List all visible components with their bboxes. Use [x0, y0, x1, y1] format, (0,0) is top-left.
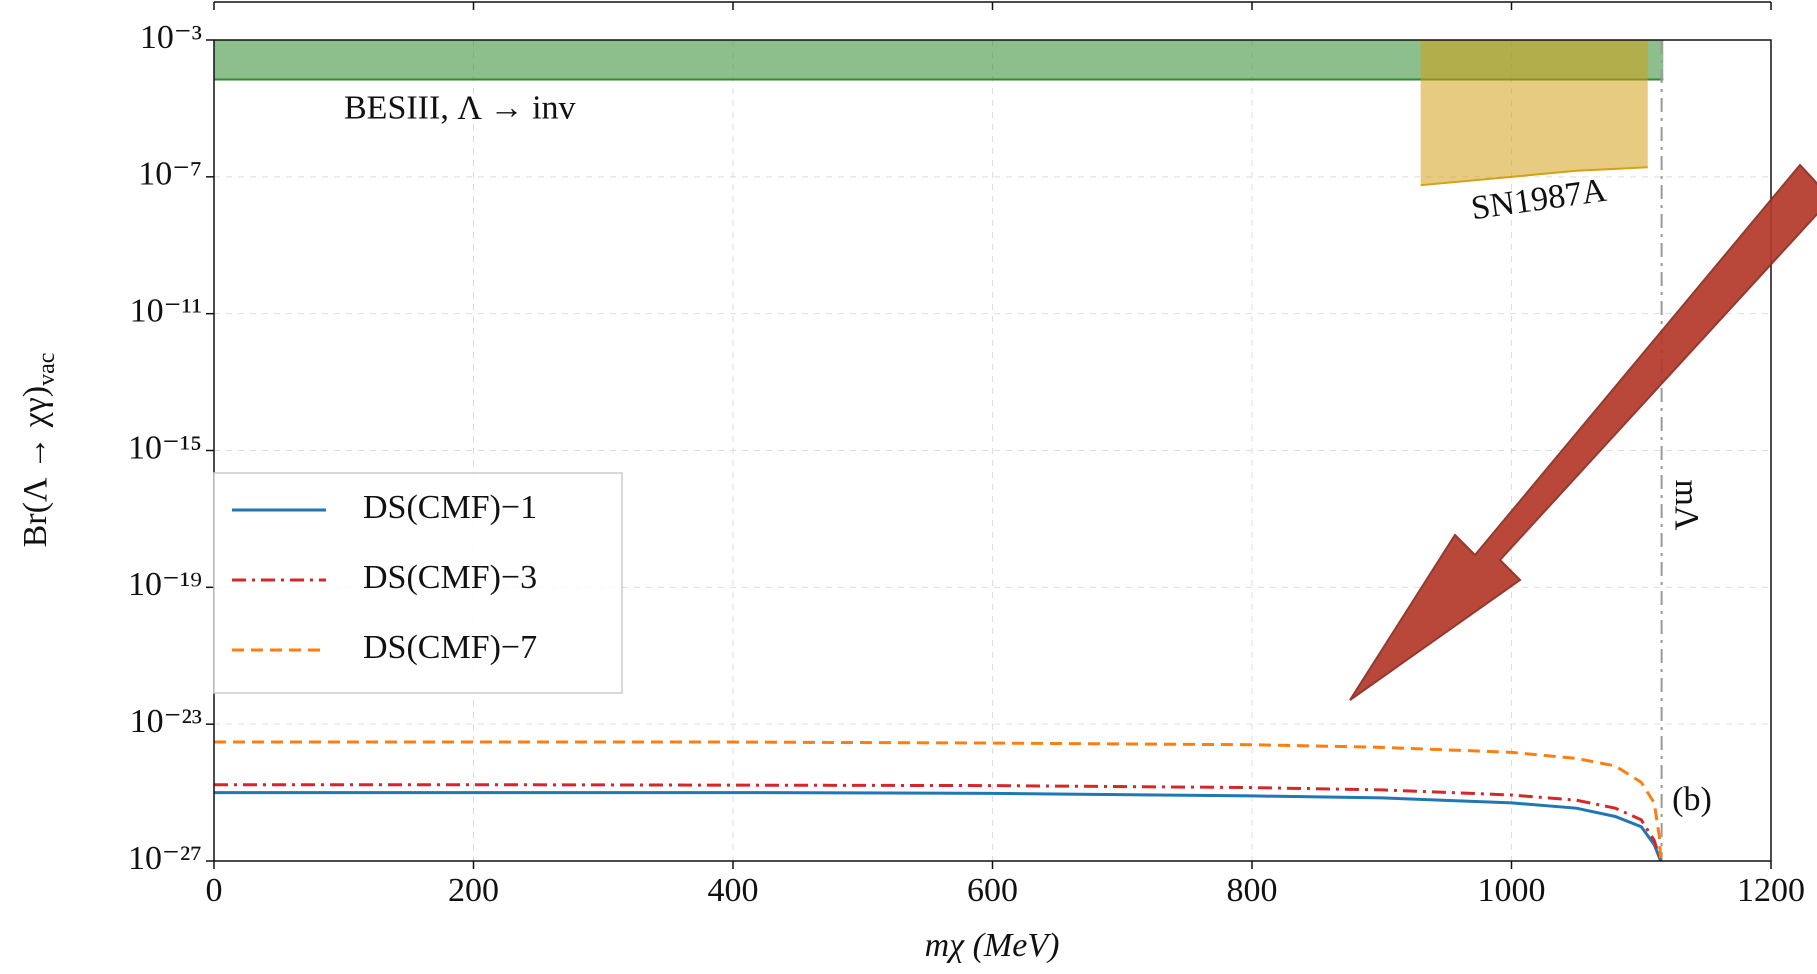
band	[214, 40, 1664, 80]
reference-label: mΛ	[1668, 479, 1705, 530]
x-tick-label: 1200	[1737, 872, 1805, 909]
plot-frame	[213, 39, 1772, 862]
plot-area: 10⁻³ 10⁻⁷ 10⁻¹¹ 10⁻¹⁵ 10⁻¹⁹ 10⁻²³ 10⁻²⁷0 200 400…	[128, 2, 1805, 909]
y-tick-label: 10⁻⁷	[138, 156, 202, 193]
legend-label: DS(CMF)−7	[363, 629, 537, 666]
x-tick-label: 0	[206, 872, 223, 909]
band-edge	[1420, 166, 1648, 187]
y-tick-label: 10⁻¹⁵	[128, 429, 202, 466]
annotation-arrow	[1349, 163, 1817, 701]
band-label: SN1987A	[1469, 172, 1609, 228]
x-axis-label: mχ (MeV)	[925, 927, 1060, 964]
y-axis-label: Br(Λ → χγ)vac	[17, 353, 60, 548]
legend-label: DS(CMF)−3	[363, 559, 537, 596]
x-tick-label: 1000	[1478, 872, 1546, 909]
band-label: BESIII, Λ → inv	[344, 89, 576, 126]
x-tick-label: 800	[1227, 872, 1278, 909]
y-tick-label: 10⁻²⁷	[128, 840, 202, 877]
y-tick-label: 10⁻³	[140, 19, 202, 56]
y-tick-label: 10⁻²³	[130, 703, 202, 740]
series-line	[214, 791, 1663, 862]
series-line	[214, 740, 1663, 862]
band	[1420, 40, 1648, 186]
y-tick-label: 10⁻¹⁹	[128, 566, 202, 603]
x-tick-label: 200	[448, 872, 499, 909]
y-axis-label-subscript: vac	[34, 353, 60, 386]
x-tick-label: 600	[967, 872, 1018, 909]
panel-label: (b)	[1672, 781, 1712, 818]
x-tick-label: 400	[708, 872, 759, 909]
y-axis-label-main: Br(Λ → χγ)	[17, 386, 54, 548]
series-line	[214, 783, 1663, 862]
y-tick-label: 10⁻¹¹	[130, 292, 202, 329]
legend-label: DS(CMF)−1	[363, 489, 537, 526]
